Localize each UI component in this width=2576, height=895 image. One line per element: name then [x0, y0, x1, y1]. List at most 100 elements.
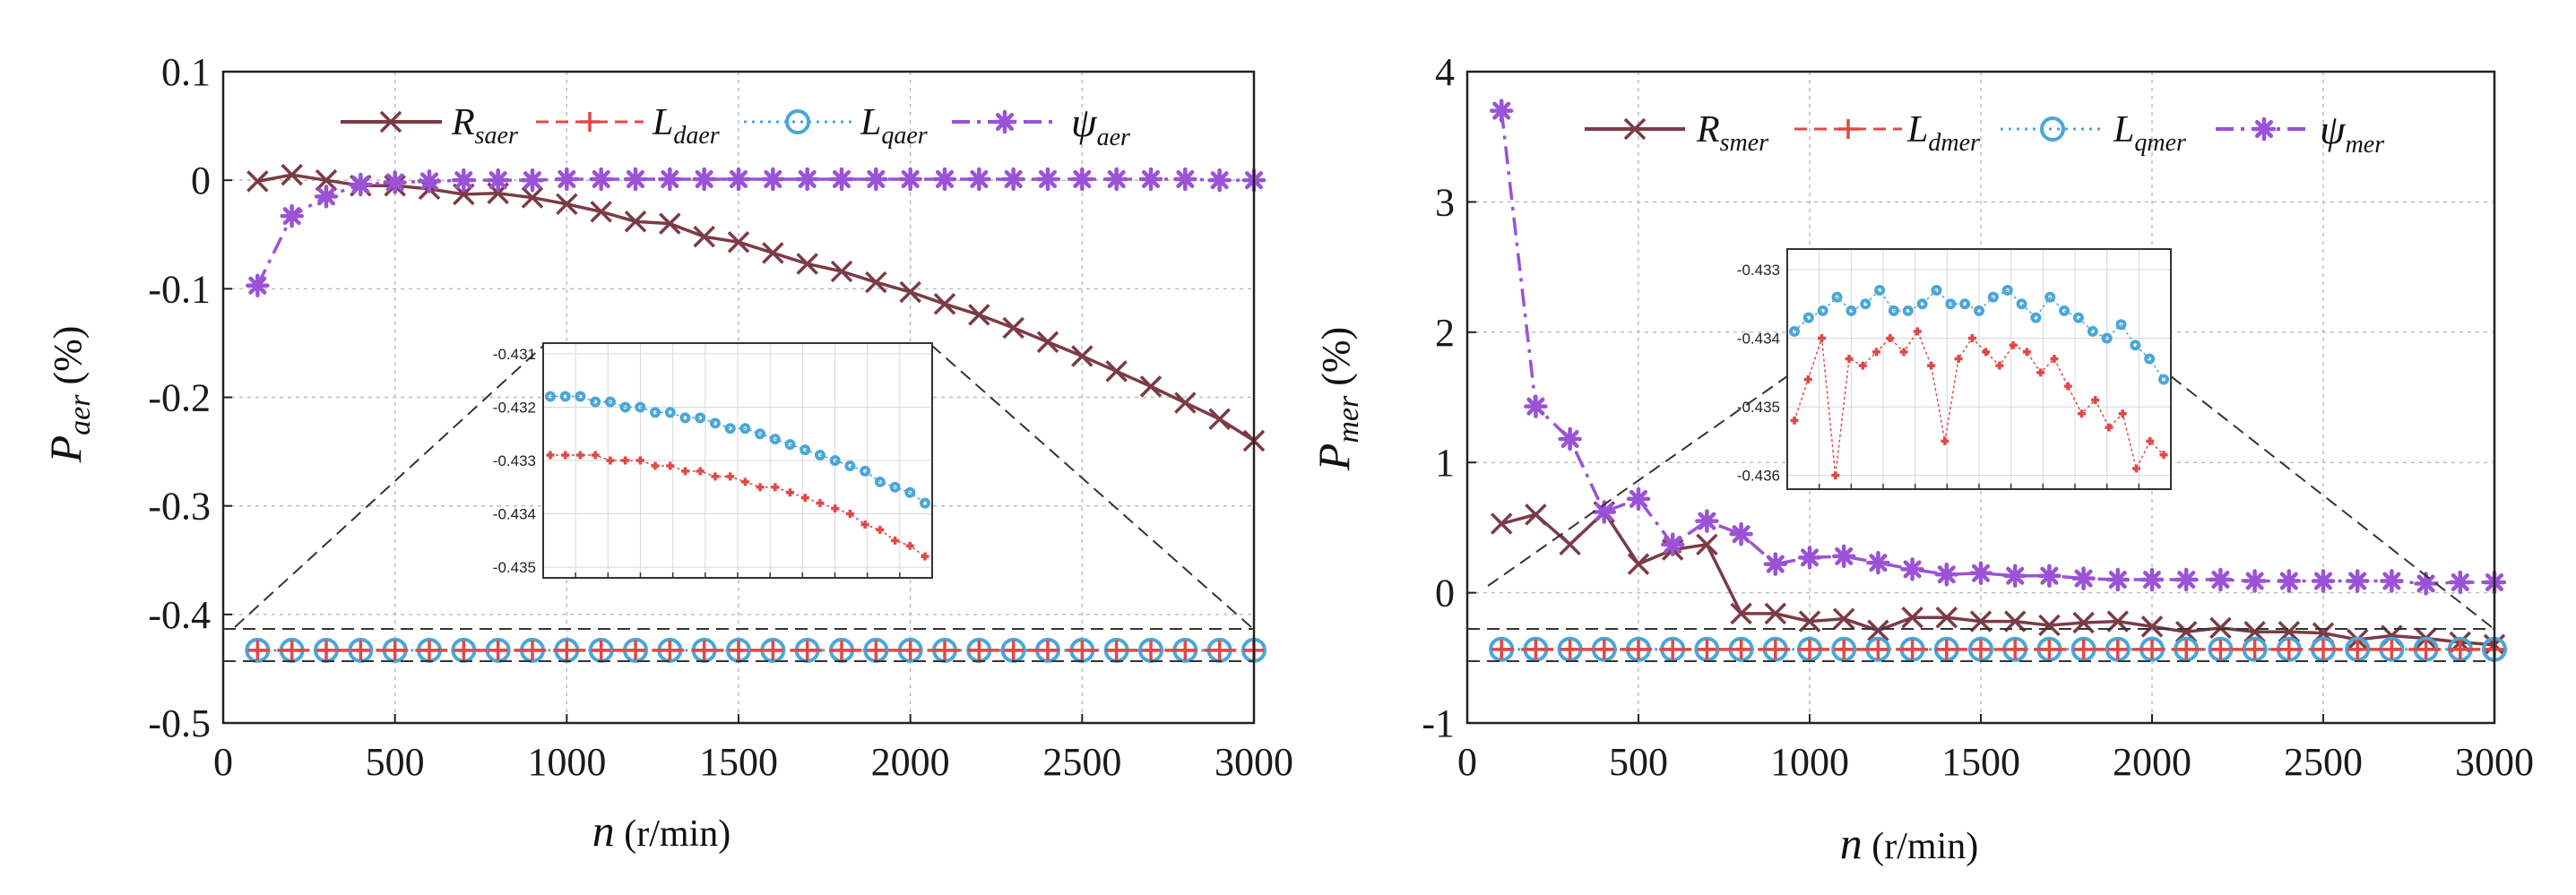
data-point-l-dmer [2142, 639, 2162, 659]
data-point-psi-mer [2277, 569, 2302, 593]
inset-point-l-dmer [2022, 348, 2031, 357]
inset-point-l-daer [591, 451, 600, 460]
inset-point-l-dmer [1941, 436, 1949, 445]
data-point-r-smer [1730, 602, 1752, 625]
data-point-psi-mer [2448, 570, 2473, 595]
inset-point-l-daer [740, 478, 749, 486]
data-point-l-dmer [1765, 639, 1785, 659]
inset-y-tick-label: -0.433 [1737, 262, 1780, 279]
inset-point-l-daer [726, 472, 735, 481]
inset-point-l-dmer [1818, 334, 1827, 343]
data-point-psi-mer [2311, 569, 2336, 593]
inset-point-l-daer [621, 456, 630, 465]
left-tick-labels: 0 500 1000 1500 2000 2500 3000 0.1 0 -0.1 -0.2 -0.3… [148, 50, 1293, 784]
data-point-l-daer [866, 640, 886, 660]
right-zoom-guides [1467, 375, 2494, 662]
data-point-r-smer [2243, 620, 2266, 643]
data-point-r-saer [899, 280, 921, 304]
inset-point-l-qaer [904, 486, 916, 498]
inset-point-l-qmer [1846, 305, 1857, 316]
x-tick-label: 1500 [1941, 740, 2020, 784]
inset-point-l-qmer [1789, 325, 1800, 337]
data-point-psi-mer [1729, 521, 1753, 546]
inset-point-l-dmer [1982, 348, 1991, 357]
data-point-r-saer [315, 168, 338, 192]
data-point-l-dmer [1663, 639, 1683, 659]
x-tick-label: 3000 [2455, 740, 2534, 784]
right-inset-tick-labels: -0.433 -0.434 -0.435 -0.436 [1737, 262, 1780, 485]
x-tick-label: 500 [366, 740, 425, 784]
inset-point-l-qaer [664, 407, 676, 418]
inset-point-l-qaer [695, 412, 706, 424]
inset-y-tick-label: -0.435 [1737, 399, 1780, 416]
data-point-l-qmer [2105, 636, 2131, 662]
data-point-r-saer [1174, 392, 1197, 414]
data-point-psi-mer [2105, 567, 2131, 592]
left-inset: -0.431 -0.432 -0.433 -0.434 -0.435 [493, 342, 933, 579]
data-point-r-smer [1901, 606, 1923, 629]
data-point-psi-aer [623, 167, 648, 192]
inset-point-l-dmer [1872, 348, 1881, 357]
data-point-l-daer [419, 640, 439, 660]
data-point-psi-aer [1035, 167, 1060, 192]
legend-symbol-r-saer [379, 110, 402, 133]
data-point-r-saer [246, 170, 269, 193]
x-tick-label: 500 [1609, 740, 1668, 784]
inset-point-l-dmer [2036, 368, 2045, 377]
y-tick-label: -0.5 [148, 701, 211, 745]
data-point-r-smer [1490, 512, 1513, 535]
data-point-l-daer [900, 640, 921, 660]
data-point-r-smer [1798, 610, 1821, 633]
inset-point-l-daer [546, 451, 555, 460]
inset-point-l-qaer [545, 391, 556, 402]
data-point-psi-mer [1968, 561, 1993, 586]
data-point-l-daer [557, 640, 577, 660]
inset-line-l-dmer [1794, 330, 2165, 476]
right-y-axis-title: Pmer (%) [1309, 327, 1365, 471]
data-point-l-dmer [1526, 639, 1546, 659]
inset-point-l-qaer [709, 417, 721, 429]
data-point-psi-aer [280, 203, 304, 228]
y-tick-label: 0 [191, 159, 211, 202]
data-point-l-dmer [1594, 639, 1614, 659]
inset-point-l-qmer [2030, 312, 2042, 323]
x-tick-label: 0 [1457, 740, 1477, 784]
data-point-psi-aer [864, 167, 888, 192]
data-point-l-daer [1106, 640, 1127, 660]
data-point-l-daer [797, 640, 817, 660]
inset-point-l-dmer [1927, 361, 1936, 370]
data-point-psi-aer [692, 167, 716, 192]
data-point-psi-mer [1626, 486, 1651, 512]
data-point-psi-mer [2174, 567, 2199, 592]
data-point-l-dmer [1971, 639, 1991, 659]
data-point-l-qaer [348, 637, 374, 663]
data-point-r-saer [1071, 345, 1094, 367]
x-tick-label: 2500 [1042, 740, 1121, 784]
inset-y-tick-label: -0.434 [1737, 331, 1780, 348]
legend-symbol-psi-aer [992, 109, 1017, 134]
data-point-l-dmer [1868, 639, 1889, 659]
data-point-psi-mer [1900, 557, 1924, 581]
legend-label-l-qmer: Lqmer [2113, 109, 2186, 157]
inset-point-l-daer [816, 499, 825, 508]
x-tick-label: 2500 [2284, 740, 2363, 784]
legend-symbol-l-qaer [785, 109, 810, 134]
data-point-r-smer [1832, 607, 1855, 630]
data-point-psi-aer [726, 167, 751, 192]
inset-point-l-dmer [2105, 423, 2114, 432]
data-point-l-daer [832, 640, 851, 660]
inset-point-l-qmer [1931, 284, 1942, 296]
data-point-r-saer [281, 163, 303, 186]
inset-point-l-qaer [679, 412, 691, 424]
x-tick-label: 0 [213, 740, 233, 784]
left-chart: 0 500 1000 1500 2000 2500 3000 0.1 0 -0.1 -0.2 -0.3… [40, 50, 1293, 856]
inset-point-l-qaer [739, 423, 751, 435]
inset-point-l-daer [575, 451, 584, 460]
data-point-r-saer [624, 210, 647, 233]
y-tick-label: 0.1 [161, 50, 211, 94]
inset-point-l-dmer [2009, 340, 2018, 349]
inset-point-l-daer [921, 552, 929, 561]
x-tick-label: 1500 [699, 740, 778, 784]
data-point-l-dmer [1629, 639, 1648, 659]
